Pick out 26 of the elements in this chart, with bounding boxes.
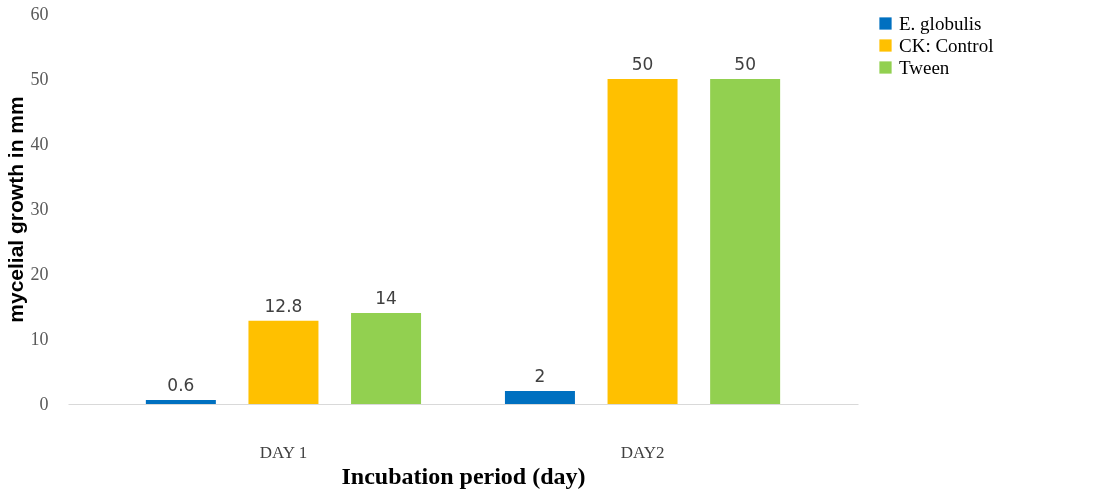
bar	[710, 79, 781, 404]
data-label: 50	[631, 54, 654, 74]
data-label: 50	[734, 54, 756, 74]
bar	[607, 79, 678, 404]
bar	[145, 400, 216, 404]
x-axis-title: Incubation period (day)	[341, 462, 586, 489]
y-tick-label: 60	[30, 3, 49, 24]
legend-label: E. globulis	[899, 12, 982, 34]
y-tick-label: 0	[39, 393, 49, 414]
y-axis-title: mycelial growth in mm	[3, 96, 27, 323]
x-tick-label: DAY 1	[259, 442, 308, 462]
bar	[504, 391, 575, 404]
y-tick-label: 20	[30, 263, 49, 284]
x-tick-label: DAY2	[620, 442, 665, 462]
bar	[248, 320, 319, 404]
data-label: 14	[375, 288, 397, 308]
legend-label: Tween	[899, 56, 950, 78]
y-tick-label: 50	[30, 68, 49, 89]
data-label: 12.8	[264, 295, 303, 316]
y-tick-label: 40	[30, 133, 49, 154]
data-label: 0.6	[167, 375, 195, 396]
y-tick-label: 10	[30, 328, 49, 349]
y-tick-label: 30	[30, 198, 49, 219]
data-label: 2	[534, 366, 546, 386]
bar	[351, 313, 422, 404]
legend-label: CK: Control	[899, 34, 994, 56]
